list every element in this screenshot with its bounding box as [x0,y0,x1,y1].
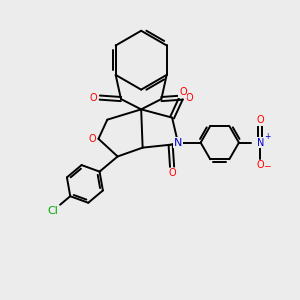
Text: −: − [263,161,271,170]
Text: N: N [174,138,182,148]
Text: Cl: Cl [47,206,58,216]
Text: O: O [256,160,264,170]
Text: O: O [179,87,187,97]
Text: +: + [264,132,270,141]
Text: N: N [257,138,264,148]
Text: O: O [168,168,176,178]
Text: O: O [185,93,193,103]
Text: O: O [256,115,264,125]
Text: O: O [88,134,96,144]
Text: O: O [89,93,97,103]
